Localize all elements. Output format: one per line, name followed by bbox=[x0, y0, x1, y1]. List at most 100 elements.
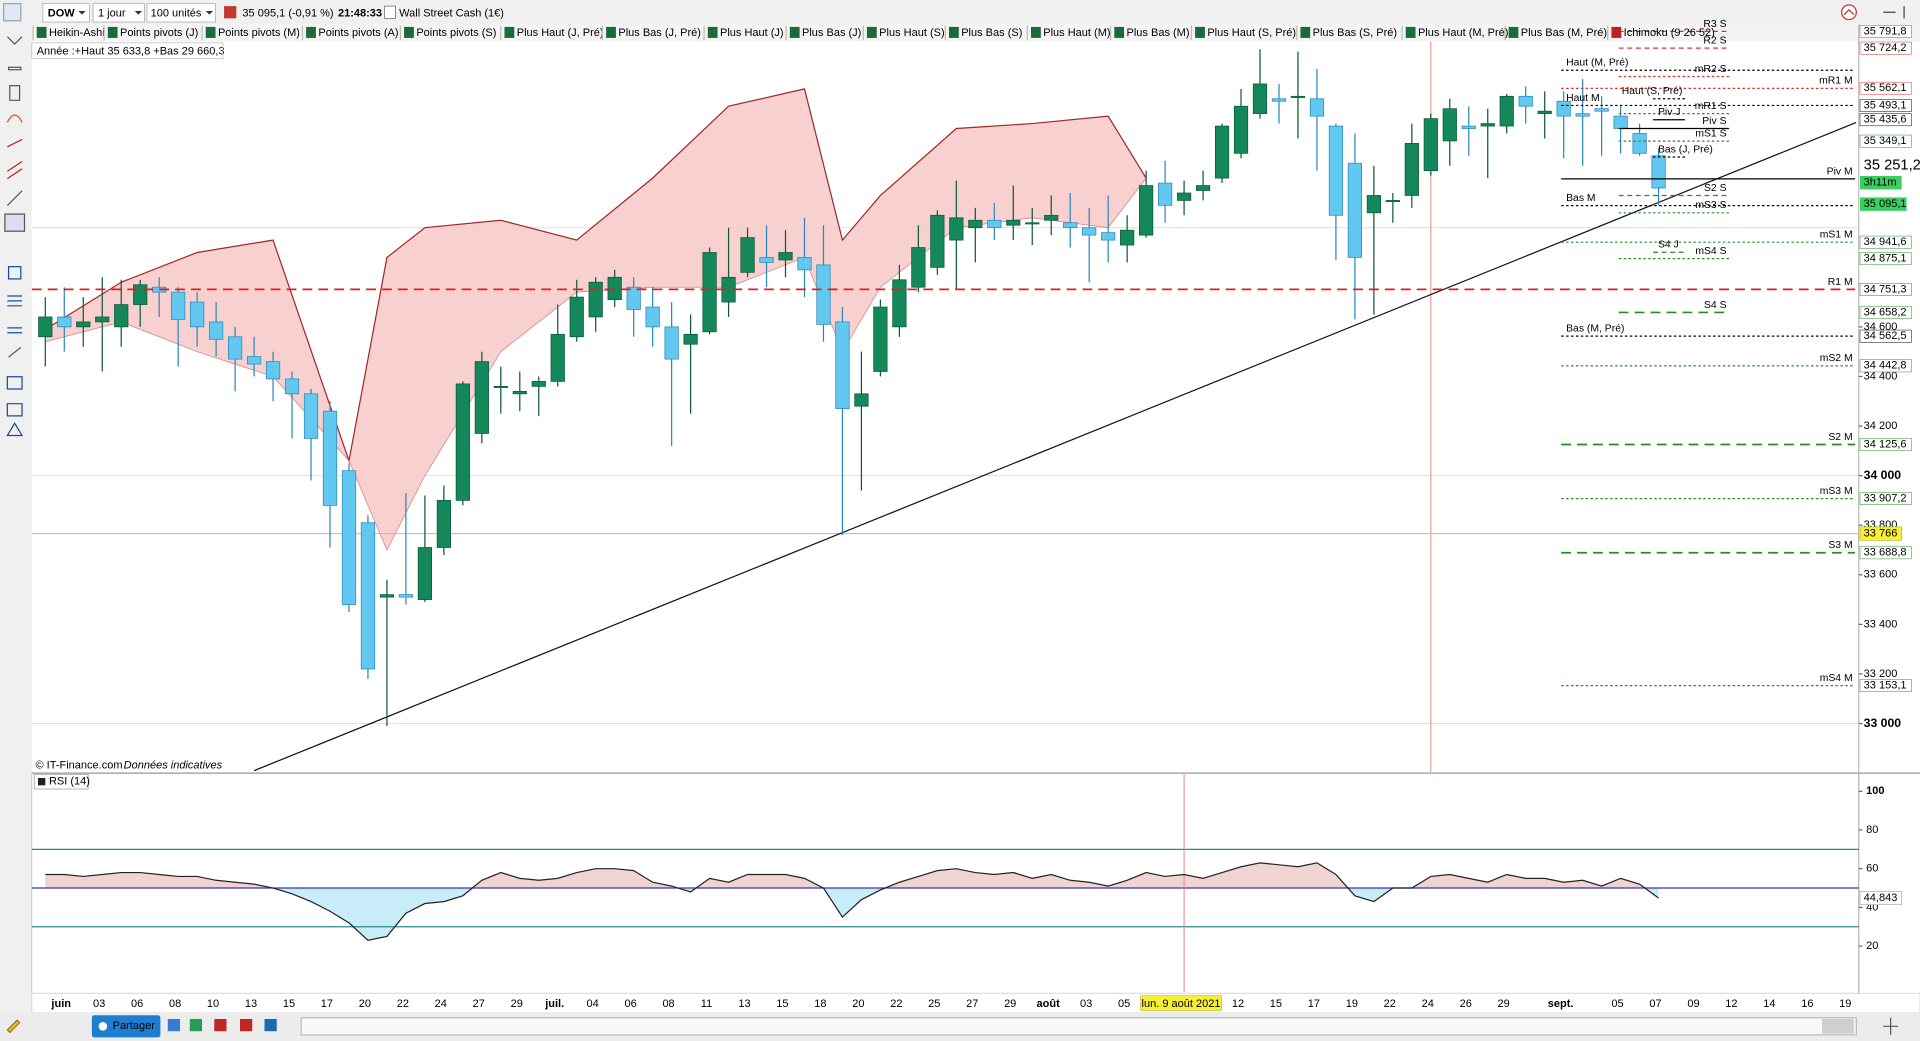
candle-body bbox=[987, 219, 1002, 229]
icon[interactable] bbox=[264, 1018, 277, 1032]
pivot-label: Piv J bbox=[1658, 107, 1681, 118]
candle-body bbox=[626, 286, 641, 310]
y-tick-label: 34 400 bbox=[1864, 370, 1898, 382]
x-tick-label: 17 bbox=[1308, 998, 1320, 1010]
tool-text[interactable] bbox=[7, 266, 22, 280]
indicator-checkbox[interactable] bbox=[606, 26, 616, 38]
scrollbar[interactable] bbox=[300, 1017, 1857, 1036]
icon[interactable] bbox=[167, 1018, 180, 1032]
x-tick-label: 05 bbox=[1118, 998, 1130, 1010]
tool-percent[interactable] bbox=[6, 403, 23, 417]
indicator-tab[interactable]: Plus Bas (S, Pré) bbox=[1313, 27, 1397, 39]
app-icon[interactable] bbox=[3, 3, 22, 22]
candle-body bbox=[1385, 200, 1400, 203]
price-label-box bbox=[1859, 252, 1912, 266]
indicator-tab[interactable]: Plus Haut (M) bbox=[1043, 27, 1110, 39]
indicator-checkbox[interactable] bbox=[1405, 26, 1416, 38]
indicator-checkbox[interactable] bbox=[789, 26, 800, 38]
indicator-checkbox[interactable] bbox=[948, 26, 959, 38]
candle-body bbox=[76, 321, 91, 328]
indicator-tab[interactable]: Plus Haut (J) bbox=[720, 27, 784, 39]
tool-arc[interactable] bbox=[6, 114, 23, 123]
tool-levels[interactable] bbox=[7, 327, 23, 334]
indicator-checkbox[interactable] bbox=[36, 26, 47, 38]
indicator-checkbox[interactable] bbox=[504, 26, 515, 38]
tool-trash[interactable] bbox=[9, 85, 21, 101]
indicator-tab[interactable]: Plus Haut (J, Pré) bbox=[517, 27, 604, 39]
tool-triangle[interactable] bbox=[6, 422, 24, 437]
price-label-box bbox=[1859, 113, 1912, 127]
indicator-tab[interactable]: Heikin-Ashi bbox=[49, 27, 105, 39]
indicator-checkbox[interactable] bbox=[306, 26, 316, 38]
icon[interactable] bbox=[189, 1018, 203, 1032]
indicator-tab[interactable]: Plus Bas (S) bbox=[961, 27, 1022, 39]
indicator-tab[interactable]: Plus Haut (M, Pré) bbox=[1418, 27, 1509, 39]
tool-box[interactable] bbox=[6, 376, 23, 390]
candle-body bbox=[1006, 219, 1021, 226]
tool-channel[interactable] bbox=[7, 138, 23, 148]
x-tick-label: lun. 9 août 2021 bbox=[1142, 998, 1221, 1010]
indicator-tab[interactable]: Plus Bas (J) bbox=[802, 27, 861, 39]
indicator-tab[interactable]: Ichimoku (9 26 52) bbox=[1624, 27, 1715, 39]
indicator-checkbox[interactable] bbox=[1114, 26, 1125, 38]
collapse-button[interactable] bbox=[1841, 4, 1857, 21]
x-tick-label: 10 bbox=[207, 998, 219, 1010]
indicator-tab[interactable]: Points pivots (M) bbox=[218, 27, 300, 39]
countdown-box bbox=[1860, 175, 1902, 190]
tool-fibo[interactable] bbox=[7, 295, 23, 307]
tool-eraser[interactable] bbox=[7, 66, 22, 71]
indicator-tab[interactable]: Plus Haut (S) bbox=[879, 27, 944, 39]
candle-body bbox=[1575, 113, 1590, 117]
price-label: 34 442,8 bbox=[1864, 360, 1907, 372]
price-label: 35 724,2 bbox=[1864, 42, 1907, 54]
indicator-checkbox[interactable] bbox=[1031, 26, 1041, 38]
icon[interactable] bbox=[214, 1018, 227, 1032]
indicator-tab[interactable]: Plus Haut (S, Pré) bbox=[1207, 27, 1296, 39]
indicator-checkbox[interactable] bbox=[404, 26, 414, 38]
indicator-checkbox[interactable] bbox=[205, 26, 216, 38]
indicator-tab[interactable]: Points pivots (A) bbox=[318, 27, 398, 39]
indicator-checkbox[interactable] bbox=[1300, 26, 1311, 38]
tool-fan[interactable] bbox=[7, 160, 23, 180]
share-button[interactable] bbox=[91, 1015, 161, 1038]
indicator-tab[interactable]: Points pivots (S) bbox=[416, 27, 496, 39]
scroll-thumb[interactable] bbox=[1822, 1018, 1854, 1034]
rsi-tick-label: 40 bbox=[1866, 901, 1878, 913]
rsi-last-box bbox=[1859, 891, 1902, 905]
x-tick-label: 08 bbox=[662, 998, 674, 1010]
candle-body bbox=[1176, 192, 1192, 201]
candle-body bbox=[57, 316, 72, 328]
candle-body bbox=[1214, 125, 1230, 179]
indicator-tab[interactable]: Plus Bas (M, Pré) bbox=[1521, 27, 1607, 39]
tool-select[interactable] bbox=[4, 213, 26, 232]
ichimoku-upper bbox=[44, 88, 1147, 464]
indicator-tab[interactable]: Plus Bas (M) bbox=[1127, 27, 1190, 39]
indicator-checkbox[interactable] bbox=[707, 26, 718, 38]
x-tick-label: 11 bbox=[701, 998, 712, 1010]
window-controls[interactable] bbox=[1883, 6, 1905, 19]
x-tick-label: 16 bbox=[1801, 998, 1813, 1010]
x-tick-label: 20 bbox=[852, 998, 864, 1010]
candle-body bbox=[835, 321, 850, 410]
indicator-checkbox[interactable] bbox=[1508, 26, 1519, 38]
zoom-control[interactable] bbox=[1883, 1017, 1898, 1035]
tool-line[interactable] bbox=[6, 190, 23, 206]
indicator-checkbox[interactable] bbox=[1611, 26, 1622, 38]
collapse-icon bbox=[1843, 8, 1855, 16]
candle-body bbox=[114, 304, 129, 328]
period-select[interactable] bbox=[92, 3, 145, 23]
indicator-checkbox[interactable] bbox=[107, 26, 118, 38]
icon[interactable] bbox=[240, 1018, 253, 1032]
draw-icon[interactable] bbox=[6, 1019, 21, 1034]
indicator-tab[interactable]: Points pivots (J) bbox=[120, 27, 198, 39]
indicator-checkbox[interactable] bbox=[866, 26, 877, 38]
candle-body bbox=[1366, 195, 1381, 214]
tool-cursor[interactable] bbox=[6, 36, 23, 45]
indicator-checkbox[interactable] bbox=[1195, 26, 1205, 38]
tool-pen[interactable] bbox=[8, 346, 22, 358]
toolbar bbox=[0, 0, 1920, 25]
symbol-select[interactable] bbox=[42, 3, 90, 23]
indicator-tab[interactable]: Plus Bas (J, Pré) bbox=[618, 27, 701, 39]
units-select[interactable] bbox=[146, 3, 216, 23]
